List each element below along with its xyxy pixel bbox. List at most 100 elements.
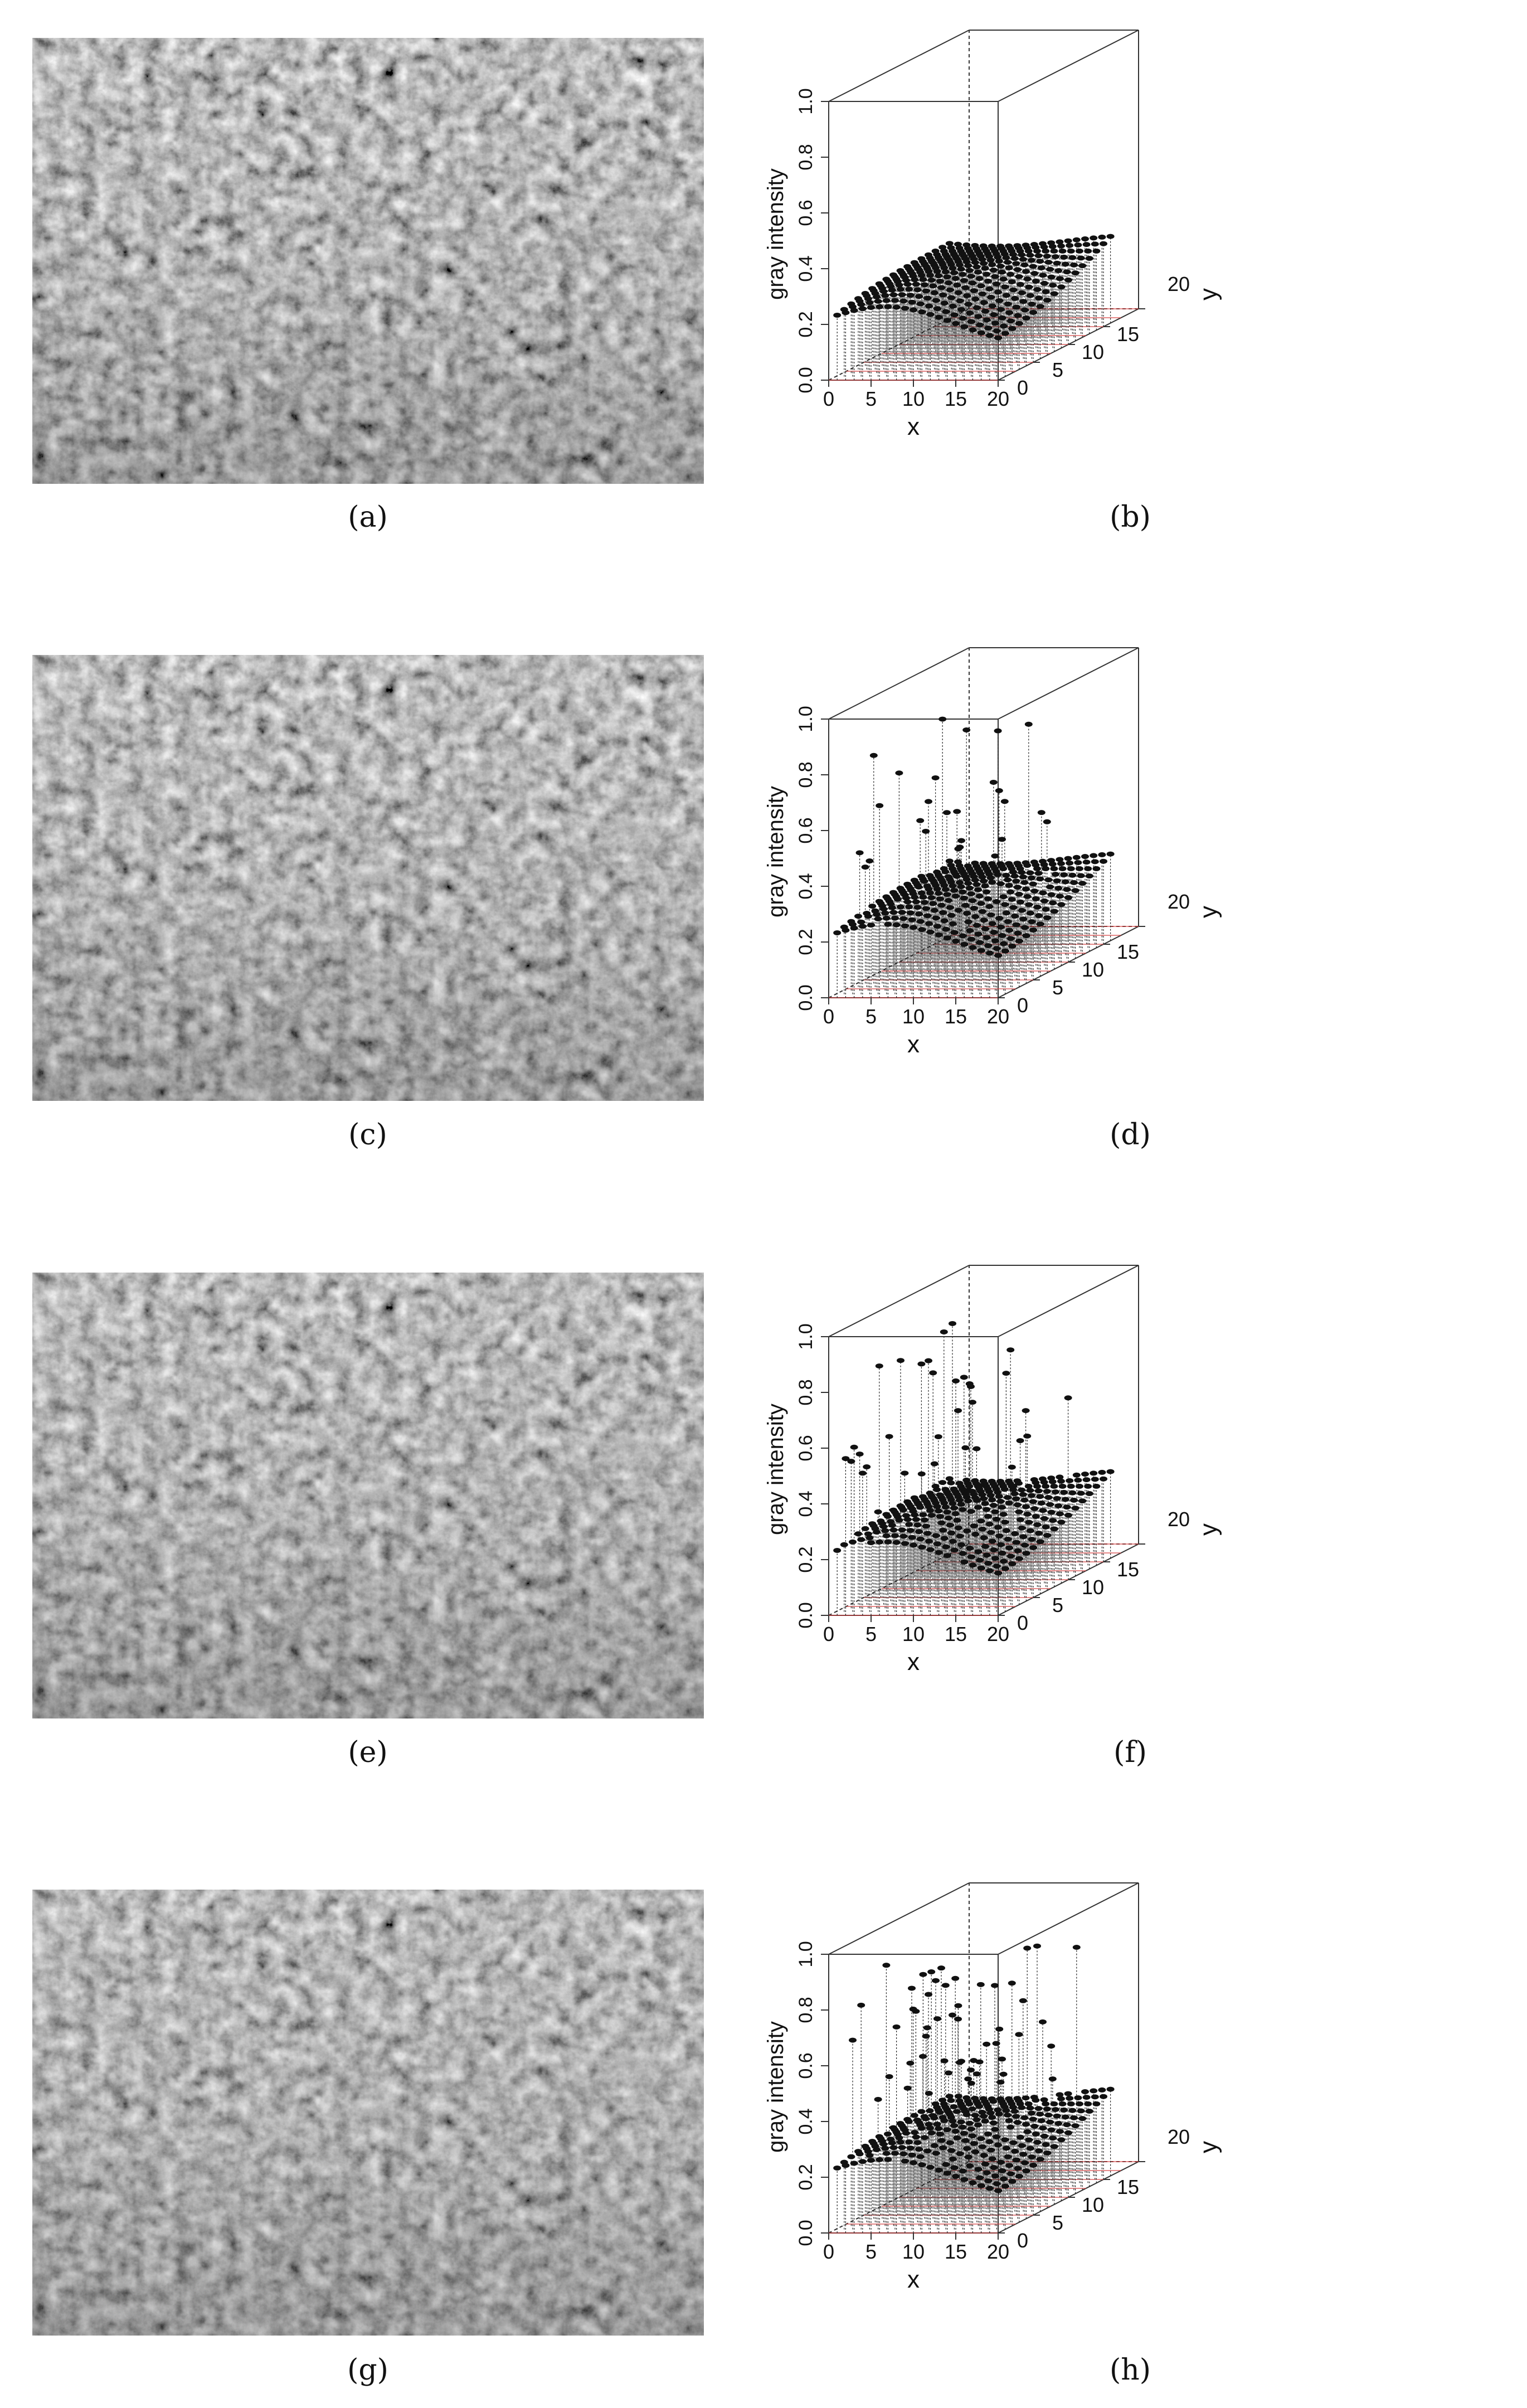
data-point: [933, 886, 941, 892]
data-point: [1030, 2123, 1039, 2129]
data-point: [1056, 2129, 1064, 2134]
data-point: [929, 2113, 937, 2119]
data-point: [1084, 248, 1092, 254]
data-point: [986, 1493, 995, 1498]
y-tick-label: 20: [1168, 2125, 1190, 2148]
data-point: [947, 1530, 956, 1536]
data-point: [925, 921, 933, 926]
data-point: [1098, 852, 1106, 857]
data-point: [976, 322, 984, 328]
data-point: [957, 2119, 965, 2125]
data-point: [855, 2151, 864, 2157]
data-point: [899, 916, 908, 921]
data-point: [865, 300, 874, 305]
data-point: [969, 1562, 977, 1568]
data-point: [1028, 919, 1036, 925]
data-point: [1005, 310, 1013, 315]
data-point: [985, 286, 994, 292]
data-point: [933, 2121, 941, 2127]
box-edge: [998, 1882, 1139, 1955]
data-point: [1057, 1519, 1066, 1525]
data-point: [985, 2139, 994, 2144]
data-point: [1091, 241, 1099, 247]
data-point: [1020, 880, 1029, 885]
data-point: [1015, 1509, 1023, 1514]
x-tick-label: 20: [987, 387, 1009, 410]
data-point: [1026, 910, 1034, 916]
data-point: [942, 1544, 950, 1550]
data-point: [1000, 323, 1008, 329]
data-point: [996, 881, 1005, 886]
data-point: [864, 1531, 872, 1537]
data-point: [1066, 1478, 1074, 1483]
data-point: [954, 1408, 962, 1414]
data-point: [879, 2142, 888, 2147]
data-point: [985, 1568, 994, 1574]
caption-g: (g): [347, 2353, 388, 2387]
z-tick-label: 1.0: [795, 88, 816, 114]
data-point: [1005, 1545, 1013, 1551]
data-point: [1010, 256, 1019, 261]
data-point: [969, 280, 976, 286]
data-point: [1028, 302, 1036, 307]
data-point: [1043, 1532, 1052, 1538]
data-point: [1034, 253, 1043, 259]
z-tick-label: 0.2: [795, 2164, 816, 2190]
data-point: [873, 2147, 881, 2152]
data-point: [1090, 853, 1098, 858]
data-point: [940, 1536, 949, 1541]
data-point: [911, 1512, 919, 1518]
data-point: [1018, 1525, 1026, 1531]
data-point: [971, 296, 980, 302]
data-point: [889, 910, 898, 915]
data-point: [990, 1547, 998, 1553]
data-point: [951, 276, 960, 281]
data-point: [989, 2120, 998, 2126]
data-point: [960, 324, 969, 329]
data-point: [1013, 2120, 1022, 2125]
data-point: [911, 277, 919, 283]
data-point: [1060, 2107, 1068, 2113]
data-point: [1056, 239, 1064, 245]
data-point: [965, 268, 974, 273]
data-point: [1024, 248, 1033, 254]
caption-a: (a): [348, 501, 388, 534]
data-point: [833, 1547, 842, 1553]
data-point: [905, 904, 913, 910]
data-point: [1008, 896, 1016, 902]
y-axis: 0 5 10 15 20: [998, 273, 1190, 399]
data-point: [1004, 919, 1012, 924]
data-point: [921, 2135, 928, 2140]
data-point: [954, 2003, 962, 2008]
data-point: [1040, 244, 1048, 250]
data-point: [1022, 2121, 1030, 2127]
data-point: [1000, 941, 1008, 946]
data-point: [1044, 877, 1053, 882]
data-point: [991, 1983, 999, 1988]
data-point: [960, 278, 968, 283]
data-point: [1072, 237, 1081, 242]
data-point: [985, 904, 994, 909]
data-point: [974, 2122, 982, 2128]
data-point: [1032, 2131, 1040, 2137]
points: [833, 1320, 1115, 1576]
data-point: [995, 788, 1003, 793]
data-point: [898, 910, 906, 915]
data-point: [981, 883, 989, 889]
data-point: [910, 1542, 917, 1548]
data-point: [960, 2177, 969, 2182]
data-point: [889, 1527, 898, 1533]
z-tick-label: 0.6: [795, 817, 816, 843]
data-point: [991, 853, 999, 859]
data-point: [857, 919, 865, 925]
data-point: [1032, 2098, 1040, 2103]
data-point: [940, 2058, 949, 2064]
data-point: [1047, 892, 1056, 897]
data-point: [946, 1522, 954, 1528]
data-point: [952, 2109, 961, 2114]
data-point: [985, 1521, 994, 1527]
data-point: [953, 809, 961, 814]
data-point: [999, 2071, 1008, 2077]
data-point: [1082, 2095, 1091, 2100]
forest-photo-g: [32, 1890, 704, 2336]
